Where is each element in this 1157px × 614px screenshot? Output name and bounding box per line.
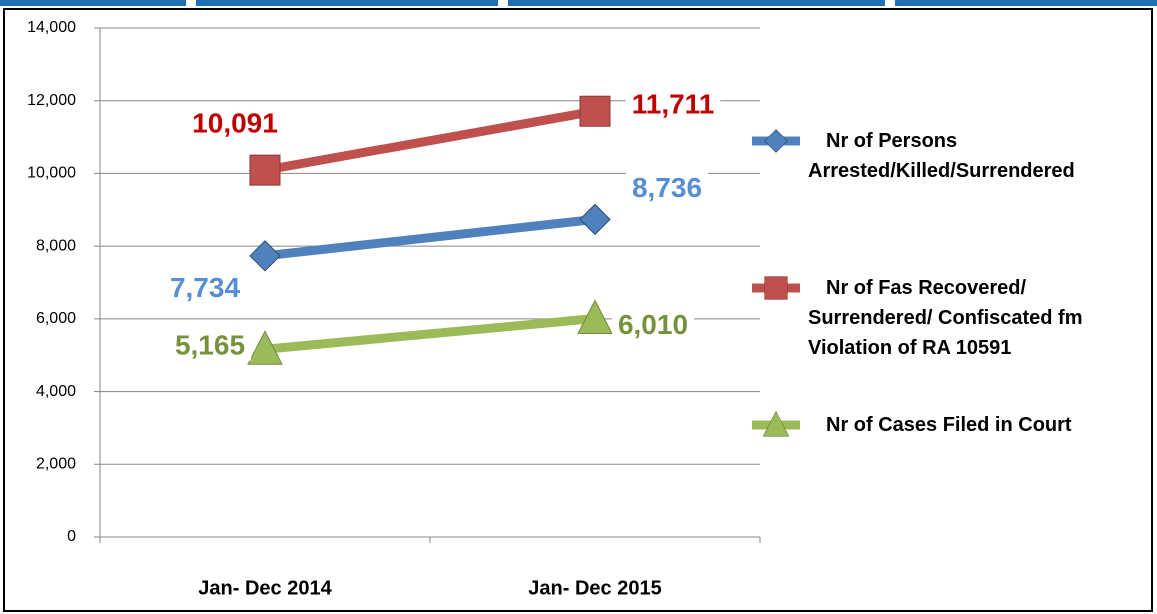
y-tick-label: 0 [67,528,76,545]
marker [577,299,613,334]
data-label: 10,091 [192,108,278,139]
label-bg [168,329,252,361]
y-tick-label: 8,000 [36,237,76,254]
legend-label: Nr of Persons Arrested/Killed/Surrendere… [808,130,1075,182]
label-bg [625,88,721,120]
label-bg [186,107,284,139]
marker [249,154,281,186]
legend-marker [764,129,788,153]
marker [579,203,611,236]
legend-marker [762,410,790,437]
data-label: 6,010 [618,309,688,340]
series-line [264,314,596,354]
series-line [264,106,596,175]
data-label: 5,165 [175,330,245,361]
tab [895,0,1157,6]
label-bg [625,171,709,203]
y-tick-label: 2,000 [36,456,76,473]
x-tick-label: Jan- Dec 2015 [528,577,661,599]
y-tick-label: 14,000 [27,19,76,36]
tab [196,0,498,6]
marker [579,95,611,127]
label-bg [163,272,247,304]
data-label: 7,734 [170,272,240,303]
x-tick-label: Jan- Dec 2014 [198,577,332,599]
legend-label: Nr of Cases Filed in Court [826,414,1072,436]
y-tick-label: 6,000 [36,310,76,327]
legend-marker [764,276,788,300]
series-line [264,214,596,261]
y-tick-label: 4,000 [36,383,76,400]
tab [0,0,186,6]
marker [249,240,281,272]
data-label: 11,711 [632,89,715,120]
marker [247,330,283,365]
y-tick-label: 12,000 [27,92,76,109]
legend-label: Nr of Fas Recovered/ Surrendered/ Confis… [808,277,1083,359]
tab [508,0,885,6]
data-label: 8,736 [632,172,702,203]
y-tick-label: 10,000 [27,165,76,182]
label-bg [611,308,695,340]
